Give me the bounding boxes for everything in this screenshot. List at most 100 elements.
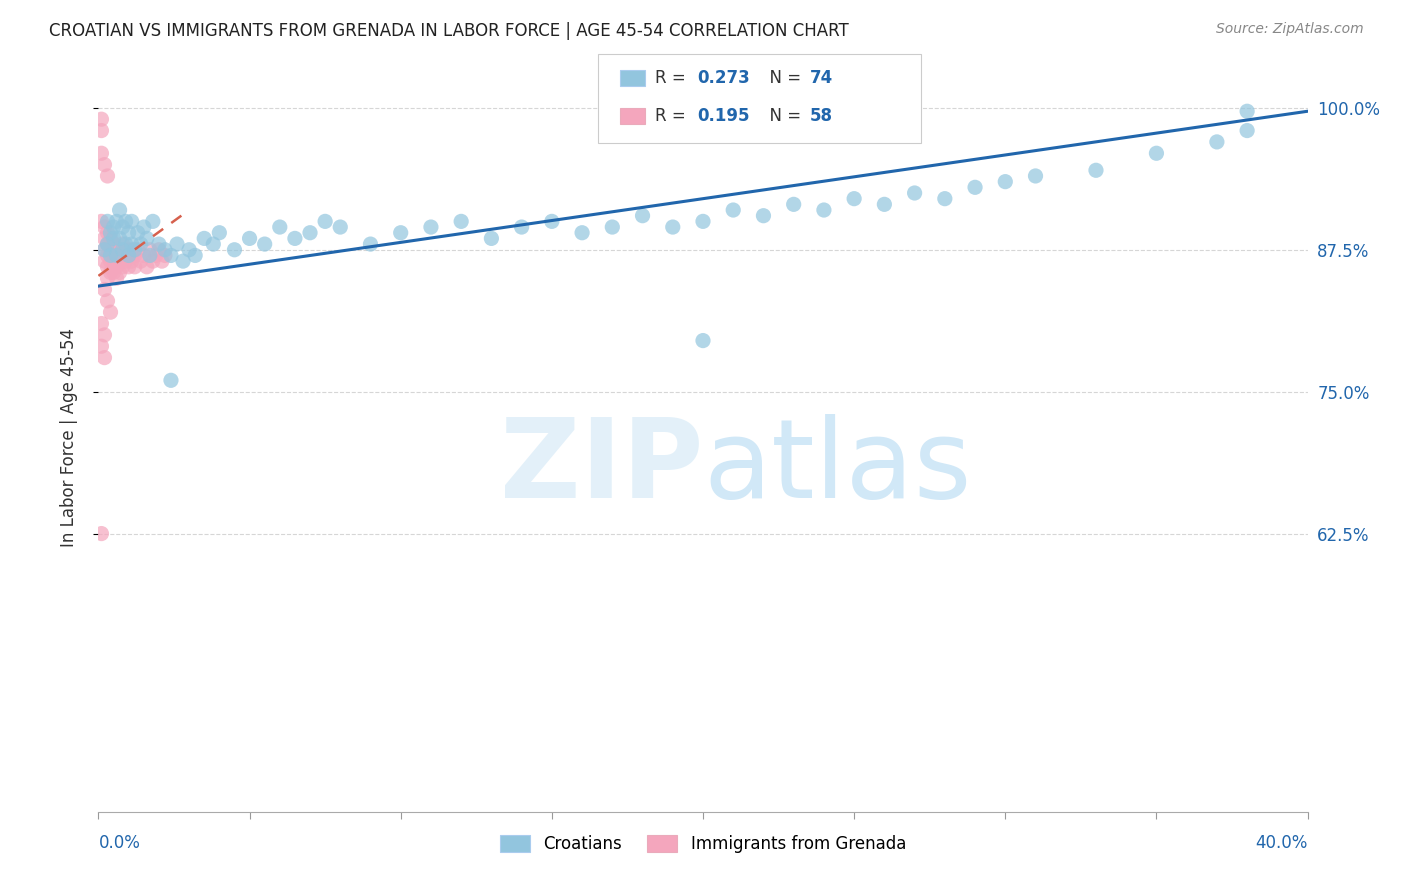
- Point: [100, 231, 122, 245]
- Point: [96, 237, 118, 252]
- Point: [540, 214, 562, 228]
- Text: R =: R =: [655, 107, 692, 125]
- Point: [100, 248, 122, 262]
- Point: [105, 248, 128, 262]
- Point: [172, 254, 194, 268]
- Point: [96, 214, 118, 228]
- Point: [752, 209, 775, 223]
- Point: [160, 248, 183, 262]
- Point: [184, 248, 207, 262]
- Text: 40.0%: 40.0%: [1256, 834, 1308, 853]
- Point: [145, 248, 167, 262]
- Text: R =: R =: [655, 69, 692, 87]
- Point: [284, 231, 307, 245]
- Legend: Croatians, Immigrants from Grenada: Croatians, Immigrants from Grenada: [494, 828, 912, 860]
- Point: [1236, 104, 1258, 119]
- Point: [111, 248, 134, 262]
- Point: [139, 248, 162, 262]
- Point: [124, 243, 146, 257]
- Text: N =: N =: [759, 69, 807, 87]
- Point: [103, 254, 125, 268]
- Point: [108, 265, 131, 279]
- Point: [108, 202, 131, 217]
- Point: [93, 283, 115, 297]
- Text: N =: N =: [759, 107, 807, 125]
- Point: [114, 243, 136, 257]
- Point: [127, 226, 149, 240]
- Point: [783, 197, 806, 211]
- Point: [904, 186, 927, 200]
- Text: 0.273: 0.273: [697, 69, 751, 87]
- Text: atlas: atlas: [703, 414, 972, 521]
- Point: [121, 243, 143, 257]
- Point: [100, 305, 122, 319]
- Point: [129, 237, 152, 252]
- Point: [93, 327, 115, 342]
- Point: [96, 271, 118, 285]
- Point: [90, 339, 112, 353]
- Point: [105, 248, 128, 262]
- Point: [153, 248, 176, 262]
- Point: [100, 243, 122, 257]
- Point: [96, 260, 118, 274]
- Point: [103, 243, 125, 257]
- Point: [389, 226, 412, 240]
- Point: [510, 220, 533, 235]
- Point: [105, 260, 128, 274]
- Point: [873, 197, 896, 211]
- Point: [103, 231, 125, 245]
- Point: [114, 254, 136, 268]
- Point: [93, 254, 115, 268]
- Point: [100, 254, 122, 268]
- Point: [118, 248, 141, 262]
- Text: 0.0%: 0.0%: [98, 834, 141, 853]
- Point: [692, 214, 714, 228]
- Point: [93, 231, 115, 245]
- Point: [360, 237, 382, 252]
- Y-axis label: In Labor Force | Age 45-54: In Labor Force | Age 45-54: [59, 327, 77, 547]
- Point: [96, 226, 118, 240]
- Point: [93, 243, 115, 257]
- Point: [93, 158, 115, 172]
- Point: [90, 123, 112, 137]
- Point: [571, 226, 593, 240]
- Point: [450, 214, 472, 228]
- Point: [208, 226, 231, 240]
- Point: [103, 237, 125, 252]
- Point: [148, 243, 170, 257]
- Point: [934, 192, 956, 206]
- Point: [965, 180, 987, 194]
- Point: [142, 214, 165, 228]
- Point: [100, 265, 122, 279]
- Point: [90, 112, 112, 127]
- Point: [269, 220, 291, 235]
- Point: [193, 231, 215, 245]
- Point: [1206, 135, 1229, 149]
- Point: [148, 237, 170, 252]
- Point: [90, 214, 112, 228]
- Point: [108, 231, 131, 245]
- Point: [121, 214, 143, 228]
- Point: [111, 237, 134, 252]
- Point: [118, 248, 141, 262]
- Point: [93, 243, 115, 257]
- Point: [132, 220, 155, 235]
- Text: 74: 74: [810, 69, 834, 87]
- Point: [661, 220, 683, 235]
- Point: [179, 243, 201, 257]
- Point: [96, 169, 118, 183]
- Point: [90, 317, 112, 331]
- Point: [481, 231, 503, 245]
- Point: [135, 231, 157, 245]
- Point: [160, 373, 183, 387]
- Point: [118, 226, 141, 240]
- Point: [253, 237, 276, 252]
- Point: [121, 237, 143, 252]
- Point: [602, 220, 624, 235]
- Point: [111, 260, 134, 274]
- Point: [96, 293, 118, 308]
- Text: ZIP: ZIP: [499, 414, 703, 521]
- Point: [329, 220, 352, 235]
- Point: [723, 202, 745, 217]
- Point: [299, 226, 322, 240]
